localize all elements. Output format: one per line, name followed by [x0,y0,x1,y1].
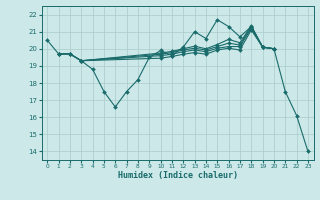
X-axis label: Humidex (Indice chaleur): Humidex (Indice chaleur) [118,171,237,180]
